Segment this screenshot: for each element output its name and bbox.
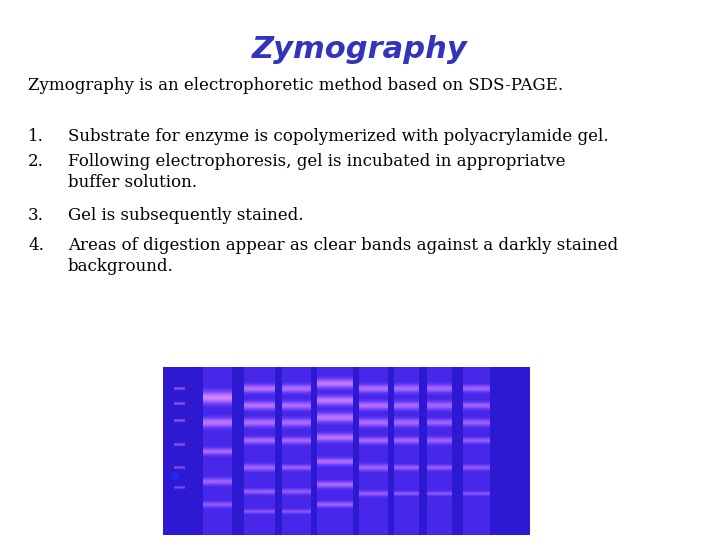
Text: 3.: 3. [28,207,44,224]
Text: Areas of digestion appear as clear bands against a darkly stained
background.: Areas of digestion appear as clear bands… [68,237,618,275]
Text: 1.: 1. [28,128,44,145]
Text: Following electrophoresis, gel is incubated in appropriatve
buffer solution.: Following electrophoresis, gel is incuba… [68,153,565,191]
Text: Gel is subsequently stained.: Gel is subsequently stained. [68,207,304,224]
Text: Zymography: Zymography [252,35,468,64]
Text: 2.: 2. [28,153,44,170]
Text: 4.: 4. [28,237,44,254]
Text: Zymography is an electrophoretic method based on SDS-PAGE.: Zymography is an electrophoretic method … [28,77,563,94]
Text: Substrate for enzyme is copolymerized with polyacrylamide gel.: Substrate for enzyme is copolymerized wi… [68,128,608,145]
